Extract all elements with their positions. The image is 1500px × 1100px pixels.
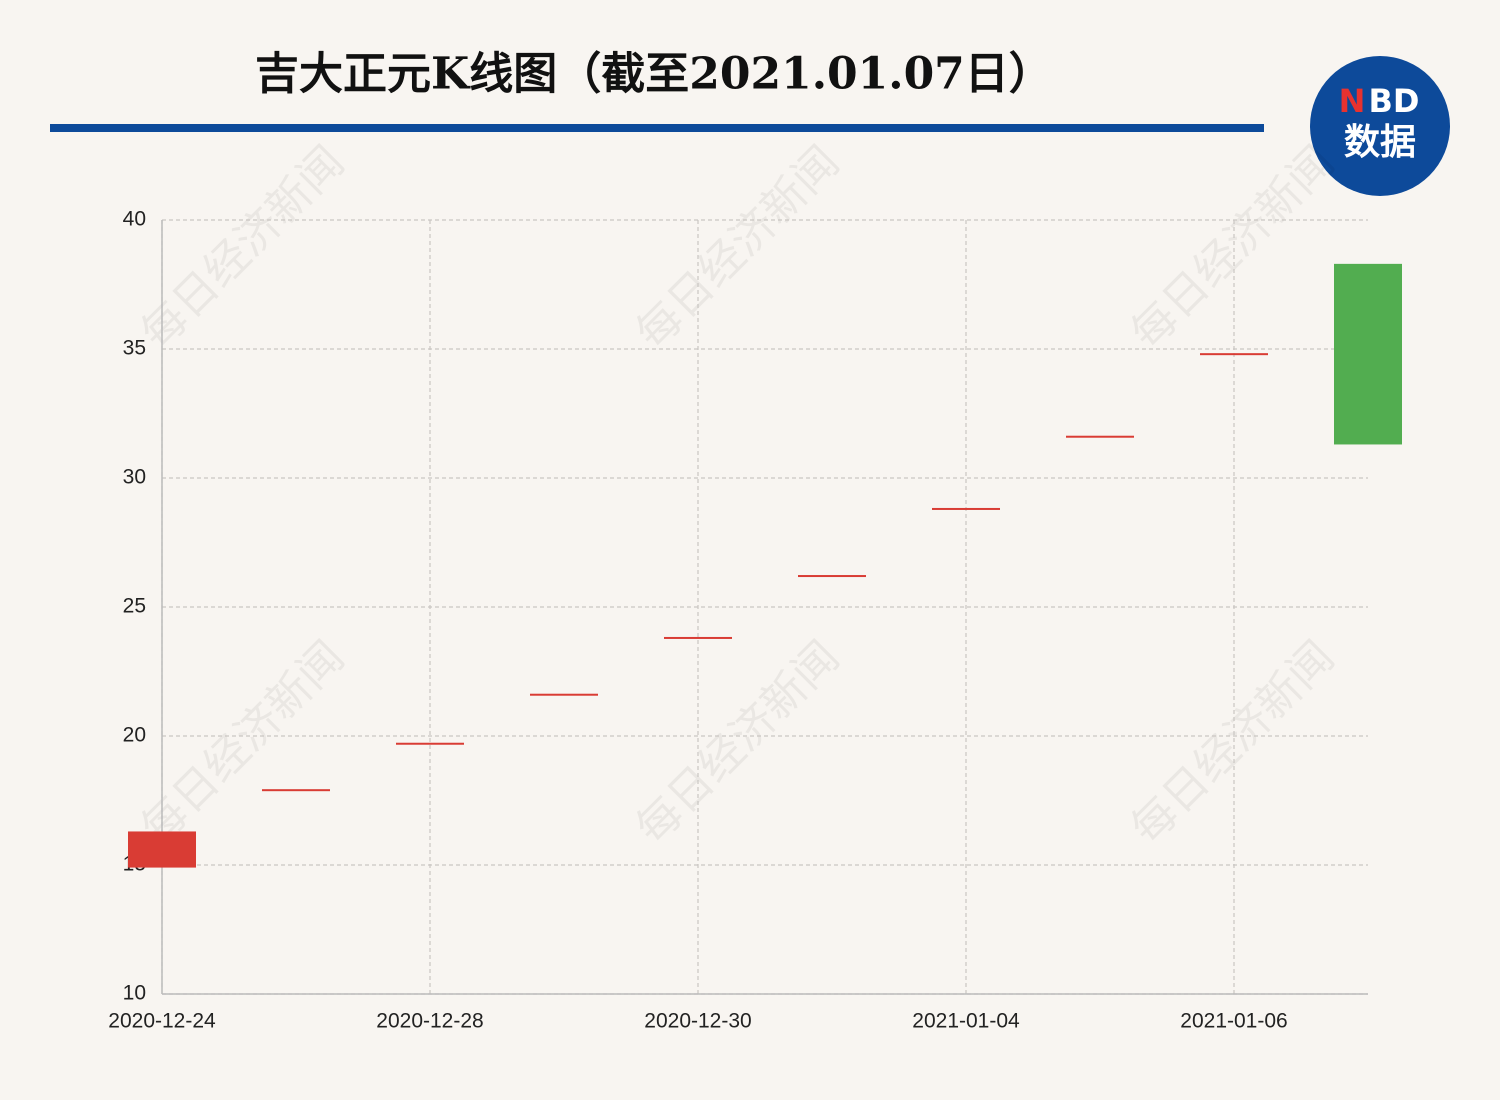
candle-body (932, 507, 1000, 510)
logo-bd: BD (1369, 82, 1420, 120)
candle-body (530, 693, 598, 696)
x-tick-label: 2020-12-28 (376, 1010, 483, 1033)
y-tick-label: 20 (123, 724, 146, 747)
x-tick-label: 2021-01-04 (912, 1010, 1020, 1033)
x-tick-label: 2020-12-24 (108, 1010, 216, 1033)
y-tick-label: 30 (123, 466, 146, 489)
x-tick-label: 2021-01-06 (1180, 1010, 1287, 1033)
candle-body (128, 831, 196, 868)
candle-body (798, 575, 866, 578)
logo-circle (1310, 56, 1450, 196)
y-tick-label: 10 (123, 982, 146, 1005)
candle-body (1334, 263, 1402, 445)
y-tick-label: 35 (123, 337, 146, 360)
y-tick-label: 25 (123, 595, 146, 618)
logo-n: N (1339, 82, 1366, 120)
candle-body (1200, 353, 1268, 356)
candle-body (262, 789, 330, 792)
candle-body (664, 636, 732, 639)
plot: 101520253035402020-12-242020-12-282020-1… (108, 208, 1402, 1033)
logo: N BD 数据 (1310, 56, 1450, 196)
x-tick-label: 2020-12-30 (644, 1010, 751, 1033)
chart-title: 吉大正元K线图（截至2021.01.07日） (255, 49, 1053, 100)
candle-body (396, 742, 464, 745)
title-rule (50, 124, 1264, 132)
candle-body (1066, 435, 1134, 438)
y-tick-label: 40 (123, 208, 146, 231)
logo-label: 数据 (1344, 122, 1416, 163)
